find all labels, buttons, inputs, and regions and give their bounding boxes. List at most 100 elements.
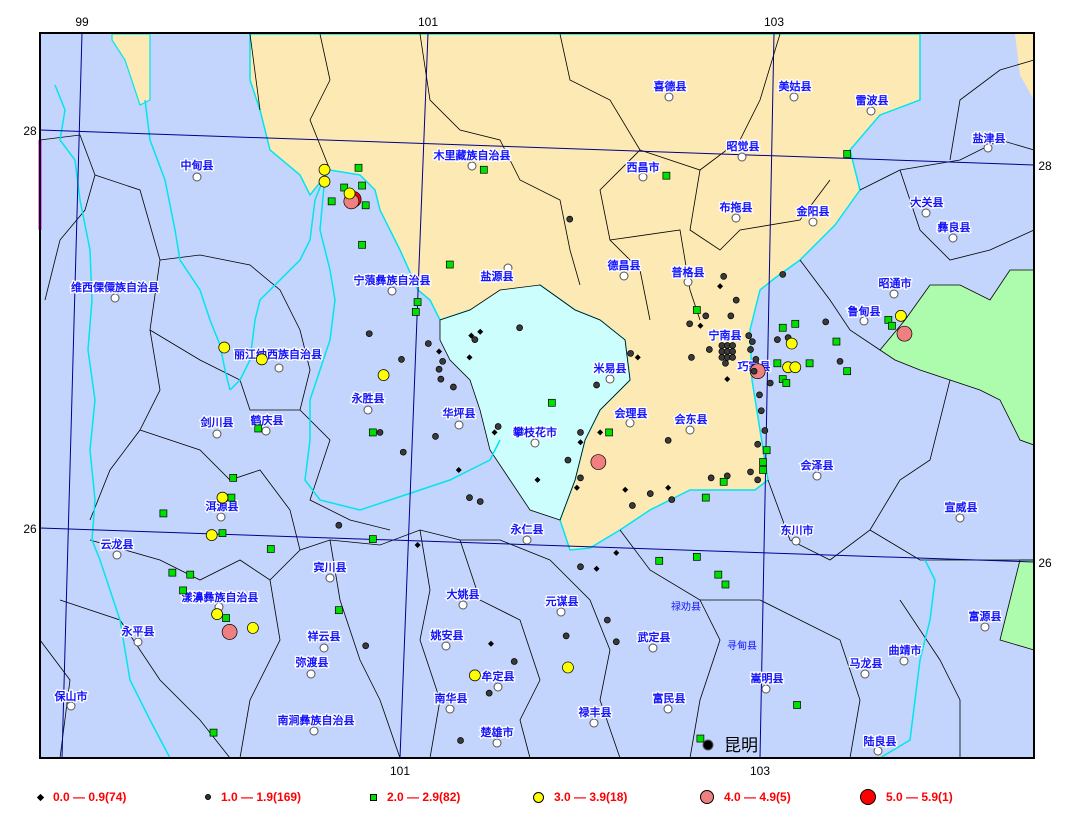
place-marker-icon <box>467 161 477 171</box>
event-m0 <box>577 439 584 446</box>
place-marker-icon <box>306 669 316 679</box>
place-label: 西昌市 <box>627 160 660 174</box>
event-m0 <box>534 476 541 483</box>
lat-tick-left: 26 <box>23 522 37 536</box>
event-m1 <box>432 433 439 440</box>
place-label: 宁南县 <box>709 328 742 342</box>
meridian-99 <box>61 32 83 759</box>
place-marker-icon <box>791 536 801 546</box>
event-m3 <box>205 529 218 541</box>
event-m2 <box>843 150 852 158</box>
event-m0 <box>697 322 704 329</box>
event-m1 <box>376 429 384 436</box>
place-label: 彝良县 <box>938 220 971 234</box>
event-m2 <box>605 428 613 437</box>
place-label: 陆良县 <box>864 734 897 748</box>
region-panzhihua <box>439 284 631 521</box>
event-m2 <box>778 323 787 332</box>
place-marker-icon <box>192 172 202 182</box>
place-label: 元谋县 <box>546 594 579 608</box>
place-label: 牟定县 <box>482 669 515 683</box>
event-m1 <box>466 494 473 501</box>
event-m2 <box>358 240 366 249</box>
place-label: 东川市 <box>781 523 814 537</box>
event-m1 <box>435 365 443 373</box>
legend-circle-icon <box>860 789 876 805</box>
meridian-101 <box>399 32 429 759</box>
event-m1 <box>612 638 620 646</box>
event-m1 <box>562 632 570 640</box>
place-label: 保山市 <box>54 689 88 703</box>
place-marker-icon <box>808 217 818 227</box>
event-m2 <box>179 586 187 595</box>
place-marker-icon <box>387 286 397 296</box>
event-m3 <box>343 187 356 200</box>
legend-item: 4.0 — 4.9(5) <box>700 786 791 808</box>
place-label: 德昌县 <box>607 258 641 272</box>
place-marker-icon <box>980 622 990 632</box>
place-marker-icon <box>522 535 532 545</box>
place-marker-icon <box>110 293 120 303</box>
event-m2 <box>719 477 728 486</box>
event-m1 <box>577 563 584 571</box>
event-m1 <box>516 324 523 332</box>
legend-circle-icon <box>533 791 544 803</box>
event-m2 <box>229 474 238 482</box>
place-label: 富民县 <box>653 691 686 705</box>
lat-tick-right: 28 <box>1038 159 1052 173</box>
place-label: 中甸县 <box>181 158 214 172</box>
place-label: 祥云县 <box>308 629 341 643</box>
place-label: 洱源县 <box>206 499 239 513</box>
place-marker-icon <box>503 263 513 273</box>
event-m1 <box>627 350 634 357</box>
event-m2 <box>843 367 852 376</box>
legend-label: 4.0 — 4.9(5) <box>724 790 791 804</box>
event-m1 <box>399 448 407 456</box>
event-m1 <box>761 427 769 434</box>
place-label: 剑川县 <box>200 415 234 429</box>
event-m1 <box>485 689 493 697</box>
place-marker-icon <box>458 600 468 610</box>
place-label: 攀枝花市 <box>512 425 557 439</box>
event-m2 <box>227 493 236 502</box>
event-m2 <box>759 458 767 466</box>
event-m0 <box>491 429 498 436</box>
place-marker-icon <box>731 213 741 223</box>
place-marker-icon <box>212 429 222 439</box>
place-label: 盐源县 <box>481 269 514 283</box>
place-label: 昆明 <box>724 736 758 756</box>
event-m1 <box>702 312 710 320</box>
event-m0 <box>593 565 600 572</box>
event-m1 <box>707 474 715 482</box>
event-m2 <box>547 398 556 407</box>
event-m2 <box>655 556 664 565</box>
place-label: 富源县 <box>969 609 1002 623</box>
event-m0 <box>436 348 443 355</box>
event-m1 <box>757 407 765 415</box>
place-label: 宣威县 <box>945 500 978 514</box>
event-m1 <box>752 356 760 363</box>
event-m3 <box>256 353 268 366</box>
event-m0 <box>597 429 604 436</box>
meridian-103 <box>759 32 775 759</box>
event-m3 <box>895 310 907 322</box>
event-m2 <box>159 509 168 518</box>
place-label: 普格县 <box>672 265 705 279</box>
event-m2 <box>832 337 841 346</box>
lon-tick-top: 101 <box>418 15 438 29</box>
event-m1 <box>756 391 763 399</box>
event-m1 <box>335 521 343 529</box>
event-m0 <box>665 484 672 491</box>
legend-square-icon <box>370 793 377 801</box>
place-label: 维西傈僳族自治县 <box>71 280 159 294</box>
event-m2 <box>222 614 230 622</box>
place-label: 宾川县 <box>314 560 347 574</box>
place-marker-icon <box>133 637 143 647</box>
place-marker-icon <box>873 746 883 756</box>
event-m2 <box>701 493 710 502</box>
place-marker-icon <box>737 152 747 162</box>
event-m2 <box>759 466 767 474</box>
event-m2 <box>714 570 723 579</box>
place-marker-icon <box>685 425 695 435</box>
event-m2 <box>782 379 791 387</box>
